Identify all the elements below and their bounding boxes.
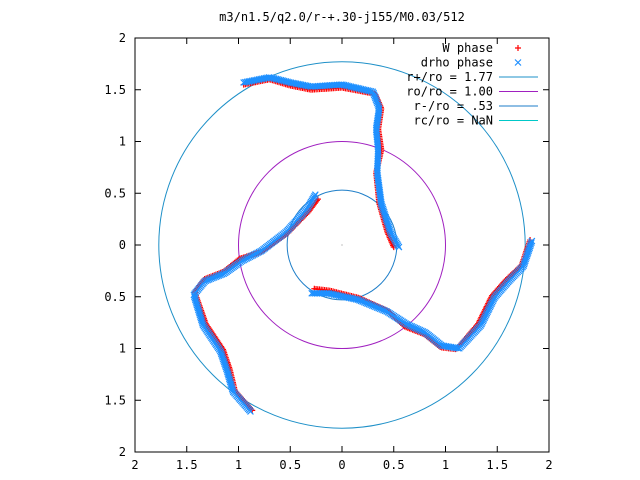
y-tick-label-0: 2	[119, 31, 126, 45]
circle-1	[238, 141, 446, 349]
x-axis-ticks: 2 1.5 1 0.5 0 0.5 1 1.5 2	[131, 38, 553, 472]
x-tick-label-5: 0.5	[383, 458, 405, 472]
x-tick-label-1: 1.5	[176, 458, 198, 472]
y-tick-label-5: 0.5	[104, 290, 126, 304]
circle-0	[158, 61, 526, 429]
x-tick-label-0: 2	[131, 458, 138, 472]
point-0-169	[240, 79, 248, 86]
x-tick-label-4: 0	[338, 458, 345, 472]
point-2-169	[528, 237, 536, 245]
legend-label-2: r+/ro = 1.77	[406, 70, 493, 84]
x-tick-label-2: 1	[235, 458, 242, 472]
legend-symbol-1	[514, 59, 522, 66]
y-tick-label-4: 0	[119, 238, 126, 252]
legend-label-4: r-/ro = .53	[414, 99, 493, 113]
x-tick-label-8: 2	[545, 458, 552, 472]
y-tick-label-7: 1.5	[104, 393, 126, 407]
x-tick-label-7: 1.5	[486, 458, 508, 472]
legend-label-3: ro/ro = 1.00	[406, 85, 493, 99]
x-tick-label-3: 0.5	[279, 458, 301, 472]
y-tick-label-2: 1	[119, 135, 126, 149]
center-dot	[341, 244, 343, 246]
legend-label-0: W phase	[442, 41, 493, 55]
legend-label-1: drho phase	[421, 56, 493, 70]
legend-symbol-0	[515, 45, 521, 51]
x-tick-label-6: 1	[442, 458, 449, 472]
y-axis-ticks: 2 1.5 1 0.5 0 0.5 1 1.5 2	[104, 31, 549, 459]
y-tick-label-6: 1	[119, 342, 126, 356]
y-tick-label-1: 1.5	[104, 83, 126, 97]
point-0-168	[241, 78, 249, 86]
y-tick-label-8: 2	[119, 445, 126, 459]
point-2-168	[527, 239, 535, 247]
y-tick-label-3: 0.5	[104, 186, 126, 200]
legend-label-5: rc/ro = NaN	[414, 114, 493, 128]
drho-phase-series	[190, 73, 536, 415]
point-1-169	[247, 407, 254, 415]
chart-title: m3/n1.5/q2.0/r-+.30-j155/M0.03/512	[219, 10, 465, 24]
